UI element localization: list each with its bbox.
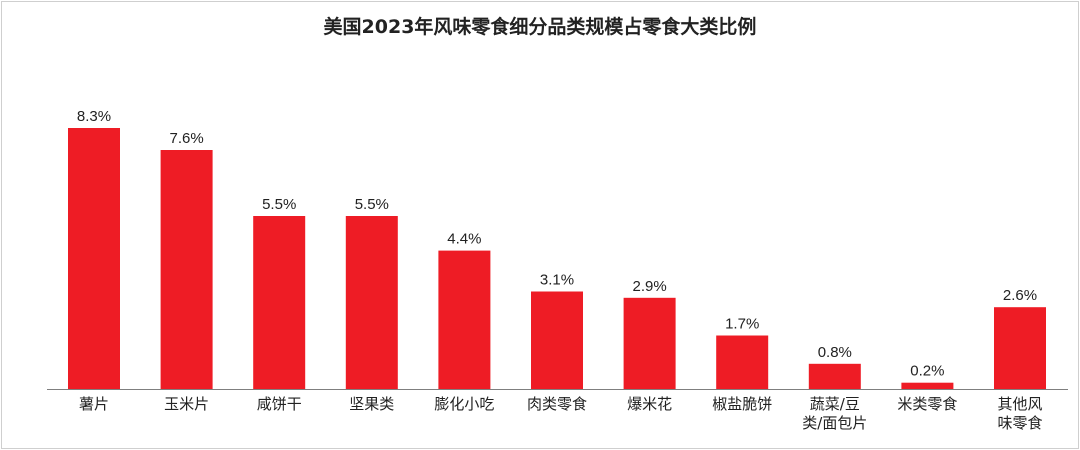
category-label: 类/面包片	[802, 414, 867, 432]
bar	[531, 291, 583, 389]
category-label: 坚果类	[349, 395, 394, 413]
data-label: 0.2%	[910, 363, 944, 380]
data-label: 3.1%	[540, 272, 574, 289]
bar	[253, 216, 306, 389]
bar	[438, 250, 491, 389]
category-label: 咸饼干	[257, 395, 302, 413]
category-label: 其他风	[997, 395, 1042, 413]
category-label: 玉米片	[164, 395, 209, 413]
bar	[345, 216, 398, 389]
chart-title: 美国2023年风味零食细分品类规模占零食大类比例	[323, 16, 757, 38]
data-label: 5.5%	[262, 196, 296, 213]
category-label: 爆米花	[627, 395, 672, 413]
category-label: 味零食	[997, 414, 1042, 432]
bar	[808, 363, 861, 389]
data-label: 2.9%	[632, 278, 666, 295]
bar	[160, 150, 213, 389]
category-label: 蔬菜/豆	[810, 395, 860, 413]
bar	[901, 382, 954, 389]
data-label: 2.6%	[1003, 287, 1037, 304]
data-label: 7.6%	[169, 130, 203, 147]
bar	[623, 297, 676, 389]
data-label: 5.5%	[355, 196, 389, 213]
data-label: 4.4%	[447, 231, 481, 248]
bar	[716, 335, 769, 389]
data-label: 8.3%	[77, 108, 111, 125]
data-label: 1.7%	[725, 316, 759, 333]
category-label: 膨化小吃	[434, 395, 494, 413]
bar	[68, 128, 120, 389]
bar	[994, 307, 1046, 389]
category-label: 椒盐脆饼	[712, 395, 772, 413]
category-label: 薯片	[79, 395, 109, 413]
data-label: 0.8%	[818, 344, 852, 361]
category-label: 肉类零食	[527, 395, 587, 413]
category-label: 米类零食	[897, 395, 957, 413]
